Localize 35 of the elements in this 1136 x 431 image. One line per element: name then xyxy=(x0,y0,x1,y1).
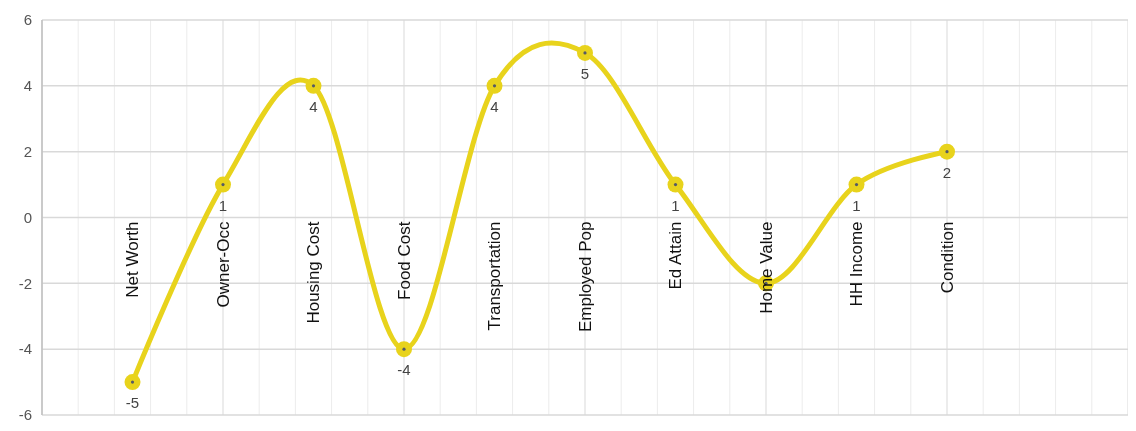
point xyxy=(939,143,955,160)
data-label: 1 xyxy=(218,196,228,214)
y-tick-label: 0 xyxy=(23,208,32,226)
y-tick-label: 6 xyxy=(23,11,32,29)
point xyxy=(215,176,231,193)
x-tick-label: Housing Cost xyxy=(304,221,324,324)
data-label: 4 xyxy=(490,97,499,115)
data-label: 5 xyxy=(580,64,590,82)
y-tick-label: -4 xyxy=(18,340,32,358)
x-tick-label: Employed Pop xyxy=(575,221,595,333)
data-label: -5 xyxy=(125,394,140,412)
x-tick-label: Ed Attain xyxy=(666,221,686,290)
point xyxy=(305,77,322,94)
x-tick-label: Net Worth xyxy=(123,221,143,298)
y-tick-label: 4 xyxy=(23,77,32,95)
point xyxy=(848,176,865,193)
x-tick-label: Food Cost xyxy=(394,221,414,300)
y-tick-label: -2 xyxy=(18,274,32,292)
y-tick-label: -6 xyxy=(18,406,32,424)
x-tick-label: HH Income xyxy=(847,221,867,307)
x-tick-label: Condition xyxy=(937,221,957,294)
point xyxy=(486,77,503,94)
point xyxy=(577,44,593,61)
data-label: 2 xyxy=(942,163,952,181)
point xyxy=(124,374,141,391)
x-tick-label: Transportation xyxy=(485,221,505,331)
point xyxy=(396,341,412,358)
y-tick-label: 2 xyxy=(23,142,32,160)
x-tick-label: Home Value xyxy=(756,221,776,314)
data-label: -4 xyxy=(397,361,411,379)
data-label: 1 xyxy=(852,196,861,214)
data-label: 1 xyxy=(671,196,680,214)
x-tick-label: Owner-Occ xyxy=(213,221,233,308)
data-label: 4 xyxy=(309,97,318,115)
point xyxy=(667,176,684,193)
